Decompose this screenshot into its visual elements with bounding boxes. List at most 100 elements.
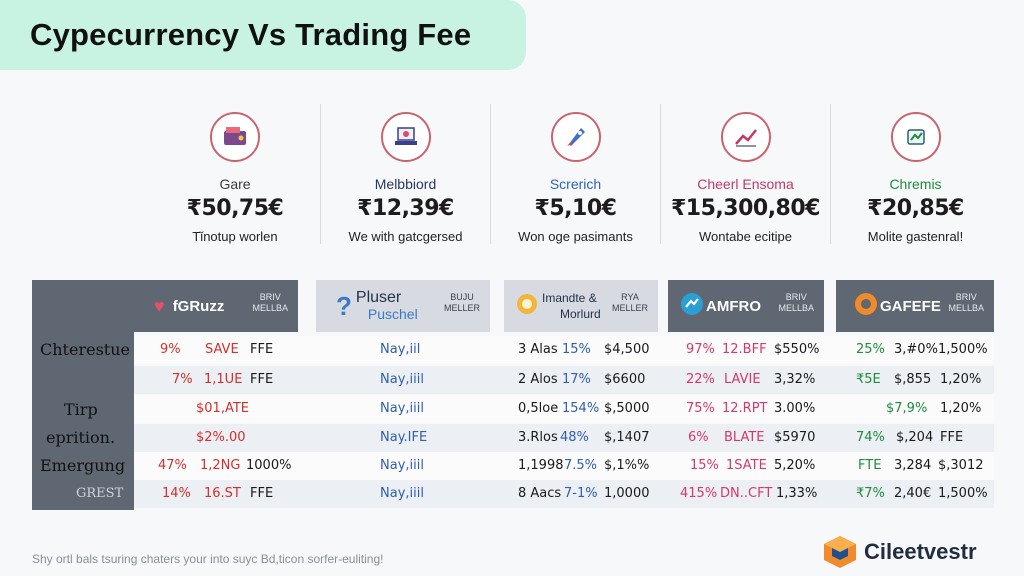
row-label: Chterestue — [40, 340, 130, 359]
exchange-tag: BUJU MELLER — [443, 292, 480, 313]
table-row — [134, 366, 994, 394]
card-melbbiord: Melbbiord ₹12,39€ We with gatcgersed — [320, 104, 490, 244]
card-price: ₹5,10€ — [534, 196, 617, 221]
exchange-name: GAFEFE — [880, 297, 941, 315]
table-row — [134, 480, 994, 508]
page-title: Cypecurrency Vs Trading Fee — [30, 17, 472, 52]
fee-cell: $5970 — [774, 430, 816, 445]
exchange-name-line2: Morlurd — [560, 307, 601, 321]
fee-cell: Nay,iiil — [380, 401, 424, 416]
arrow-logo-icon — [680, 292, 704, 321]
fee-cell: DN..CFT — [720, 486, 773, 501]
table-row — [134, 336, 994, 364]
exchange-name: AMFRO — [706, 297, 761, 315]
exchange-tag: BRIV MELLBA — [252, 292, 288, 313]
fee-cell: ₹7% — [856, 486, 885, 501]
fee-cell: $550% — [774, 342, 820, 357]
cube-logo-icon — [822, 534, 858, 570]
fee-cell: 9% — [160, 342, 181, 357]
c-logo-icon — [854, 292, 878, 321]
fee-cell: 3 Alas — [518, 342, 558, 357]
exchange-name: fGRuzz — [172, 297, 225, 315]
fee-cell: 47% — [158, 458, 187, 473]
row-label: Emergung — [40, 456, 126, 475]
card-chremis: Chremis ₹20,85€ Molite gastenral! — [830, 104, 1000, 244]
fee-cell: 15% — [690, 458, 719, 473]
fee-cell: FFE — [940, 430, 964, 445]
card-cheerl-ensoma: Cheerl Ensoma ₹15,300,80€ Wontabe ecitip… — [660, 104, 830, 244]
laptop-icon — [380, 112, 431, 162]
fee-cell: $,1407 — [604, 430, 650, 445]
fee-cell: Nay,iil — [380, 342, 421, 357]
fee-cell: 25% — [856, 342, 885, 357]
fee-cell: 1SATE — [726, 458, 767, 473]
fee-cell: 14% — [162, 486, 191, 501]
fee-cell: FFE — [250, 372, 274, 387]
card-price: ₹12,39€ — [357, 196, 454, 221]
fee-cell: $6600 — [604, 372, 646, 387]
footer-note: Shy ortl bals tsuring chaters your into … — [32, 552, 384, 566]
table-row — [134, 452, 994, 480]
fee-cell: $,3012 — [938, 458, 984, 473]
card-price: ₹15,300,80€ — [671, 196, 820, 221]
fee-cell: 1,1998 — [518, 458, 564, 473]
card-price: ₹50,75€ — [186, 196, 284, 221]
title-banner: Cypecurrency Vs Trading Fee — [0, 0, 526, 70]
fee-cell: 1,2NG — [200, 458, 241, 473]
fee-cell: 7.5% — [564, 458, 598, 473]
card-label: Chremis — [889, 176, 942, 192]
fee-cell: 12.BFF — [722, 342, 767, 357]
fee-cell: 3,#0% — [894, 342, 938, 357]
card-gare: Gare ₹50,75€ Tǐnotup worlen — [150, 104, 320, 244]
fee-cell: LAVIE — [724, 372, 761, 387]
exchange-header-gafefe: GAFEFE BRIV MELLBA — [836, 280, 994, 332]
exchange-name: Pluser — [355, 289, 402, 306]
wallet-icon — [210, 112, 260, 162]
exchange-header-imandte: Imandte & Morlurd RYA MELLER — [504, 280, 658, 332]
fee-cell: FTE — [858, 458, 882, 473]
fee-cell: 1,20% — [940, 401, 982, 416]
fee-cell: 1,500% — [938, 486, 988, 501]
exchange-tag: BRIV MELLBA — [778, 292, 814, 313]
row-header-column — [32, 280, 134, 510]
row-label: Tirp — [64, 400, 98, 419]
fee-cell: 48% — [560, 430, 589, 445]
fee-cell: 0,5loe — [518, 401, 559, 416]
card-subtitle: We with gatcgersed — [348, 229, 463, 244]
card-label: Melbbiord — [374, 176, 437, 192]
summary-cards: Gare ₹50,75€ Tǐnotup worlen Melbbiord ₹1… — [150, 104, 1000, 244]
card-screrich: Screrich ₹5,10€ Won oge pasimants — [490, 104, 660, 244]
exchange-name-line2: Puschel — [367, 306, 418, 322]
fee-cell: 22% — [686, 372, 715, 387]
fee-cell: 75% — [686, 401, 715, 416]
row-label: GREST — [76, 486, 124, 501]
fee-cell: Nay,iiil — [380, 458, 424, 473]
fee-cell: 2,40€ — [894, 486, 932, 501]
fee-cell: $01,ATE — [196, 401, 249, 416]
coin-icon — [890, 112, 941, 162]
fee-cell: 17% — [562, 372, 591, 387]
fee-cell: $4,500 — [604, 342, 650, 357]
fee-cell: Nay.IFE — [380, 430, 428, 445]
fee-cell: 154% — [562, 401, 600, 416]
exchange-header-fgruzz: ♥ fGRuzz BRIV MELLBA — [134, 280, 298, 332]
fee-cell: 16.ST — [204, 486, 241, 501]
fee-cell: 1,0000 — [604, 486, 650, 501]
fee-cell: $,1%% — [604, 458, 650, 473]
fee-cell: 1,1UE — [204, 372, 243, 387]
fee-cell: Nay,iiil — [380, 372, 424, 387]
exchange-name: Imandte & — [542, 291, 597, 305]
fee-cell: 3,284 — [894, 458, 932, 473]
fee-cell: $,5000 — [604, 401, 650, 416]
fee-cell: SAVE — [205, 342, 239, 357]
fee-cell: $,204 — [896, 430, 934, 445]
exchange-tag: BRIV MELLBA — [948, 292, 984, 313]
fee-cell: 1000% — [246, 458, 292, 473]
fee-cell: 5,20% — [774, 458, 816, 473]
card-subtitle: Molite gastenral! — [867, 229, 964, 244]
fee-cell: 12.RPT — [722, 401, 768, 416]
fee-cell: 3.00% — [774, 401, 816, 416]
fee-cell: BLATE — [724, 430, 765, 445]
exchange-header-amfro: AMFRO BRIV MELLBA — [668, 280, 824, 332]
fee-cell: 2 Alos — [518, 372, 558, 387]
